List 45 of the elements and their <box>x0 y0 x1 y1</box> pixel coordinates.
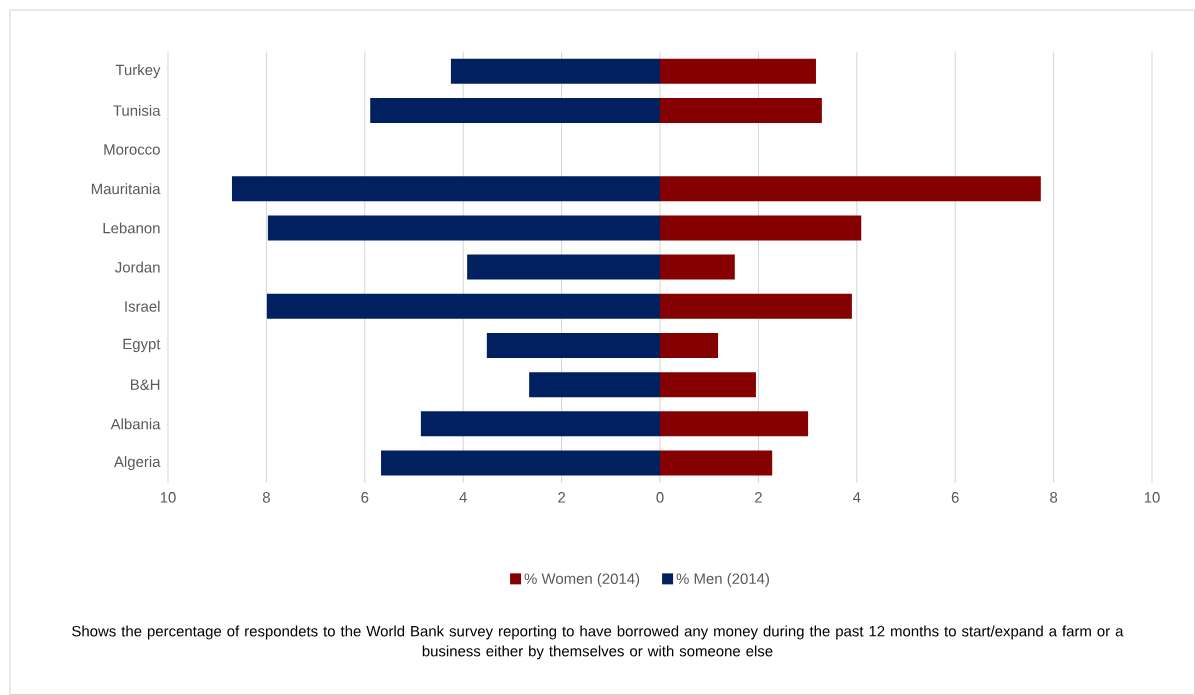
bar <box>660 411 809 437</box>
bar <box>660 293 852 319</box>
x-tick-label: 6 <box>361 492 369 503</box>
bar <box>231 176 661 202</box>
bar <box>660 254 735 280</box>
bar <box>660 372 756 398</box>
y-tick-label: Morocco <box>104 144 160 155</box>
bar <box>420 411 661 437</box>
x-tick-label: 2 <box>558 492 566 503</box>
x-tick-label: 10 <box>1144 492 1160 503</box>
y-tick-label: Mauritania <box>91 183 161 195</box>
bar <box>267 215 661 241</box>
y-tick-label: Albania <box>110 418 161 430</box>
bar <box>467 254 661 280</box>
bar <box>450 58 661 84</box>
y-tick-label: Algeria <box>114 456 161 470</box>
bar <box>660 332 719 358</box>
bar <box>660 176 1041 202</box>
x-tick-label: 8 <box>262 492 270 503</box>
bar <box>370 97 661 123</box>
bar <box>660 97 822 123</box>
x-tick-label: 4 <box>853 492 861 503</box>
bar <box>381 450 661 476</box>
x-tick-label: 0 <box>656 492 664 503</box>
x-tick-label: 10 <box>160 492 176 503</box>
y-tick-label: Turkey <box>115 64 161 79</box>
x-tick-label: 4 <box>459 492 467 503</box>
bar <box>266 293 661 319</box>
y-tick-label: Lebanon <box>103 222 160 234</box>
y-tick-label: Israel <box>125 300 160 312</box>
bar <box>660 58 816 84</box>
text: Shows the percentage of respondets to the World Bank survey reporting to have borrowed any money during the past 12 months to start/expand a farm or a business either by themselves or with someone else <box>72 625 1124 660</box>
x-tick-label: 8 <box>1050 492 1058 503</box>
bar <box>660 450 773 476</box>
x-tick-label: 2 <box>755 492 762 503</box>
bar <box>486 332 661 358</box>
y-tick-label: B&H <box>130 379 160 390</box>
y-tick-label: Tunisia <box>113 104 161 116</box>
bar <box>660 215 862 241</box>
legend-label: % Men (2014) <box>676 573 769 587</box>
y-tick-label: Egypt <box>123 338 161 353</box>
x-tick-label: 6 <box>951 492 959 503</box>
bar <box>529 372 661 398</box>
legend-label: % Women (2014) <box>524 573 640 587</box>
y-tick-label: Jordan <box>115 261 160 273</box>
